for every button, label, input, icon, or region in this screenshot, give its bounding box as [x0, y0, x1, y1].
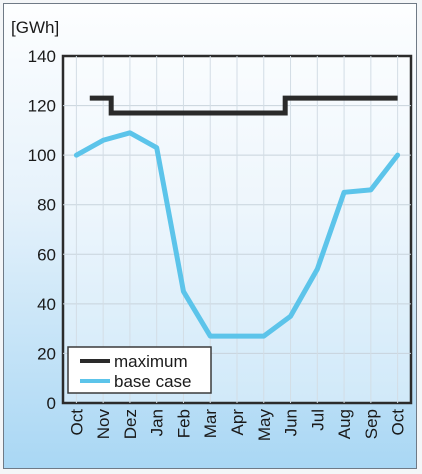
legend-label-maximum: maximum: [114, 352, 188, 371]
legend: maximum base case: [67, 346, 212, 394]
x-tick-label: Feb: [174, 409, 193, 438]
x-tick-labels: Oct Nov Dez Jan Feb Mar Apr May Jun Jul Aug Sep Oct: [67, 409, 407, 442]
y-tick-label: 140: [28, 47, 56, 66]
x-tick-label: Dez: [121, 409, 140, 439]
x-tick-label: May: [255, 409, 274, 442]
x-tick-label: Apr: [228, 409, 247, 436]
y-tick-label: 20: [37, 344, 56, 363]
y-tick-label: 0: [47, 394, 56, 413]
y-tick-label: 120: [28, 97, 56, 116]
y-tick-label: 60: [37, 245, 56, 264]
x-tick-label: Mar: [201, 409, 220, 439]
y-tick-label: 40: [37, 295, 56, 314]
y-tick-labels: 0 20 40 60 80 100 120 140: [28, 47, 56, 413]
y-tick-label: 80: [37, 196, 56, 215]
y-axis-label: [GWh]: [11, 18, 59, 37]
x-tick-label: Jun: [282, 409, 301, 436]
series-lines: [73, 95, 401, 339]
x-tick-label: Jul: [308, 409, 327, 431]
x-tick-label: Aug: [335, 409, 354, 439]
series-line-base-case: [73, 130, 401, 339]
x-tick-label: Oct: [67, 409, 86, 436]
x-tick-label: Sep: [362, 409, 381, 439]
legend-box: [67, 346, 212, 394]
y-tick-label: 100: [28, 146, 56, 165]
series-line-maximum: [89, 95, 398, 116]
x-tick-label: Nov: [94, 409, 113, 440]
legend-label-base-case: base case: [114, 372, 192, 391]
x-tick-label: Oct: [389, 409, 408, 436]
x-tick-label: Jan: [148, 409, 167, 436]
